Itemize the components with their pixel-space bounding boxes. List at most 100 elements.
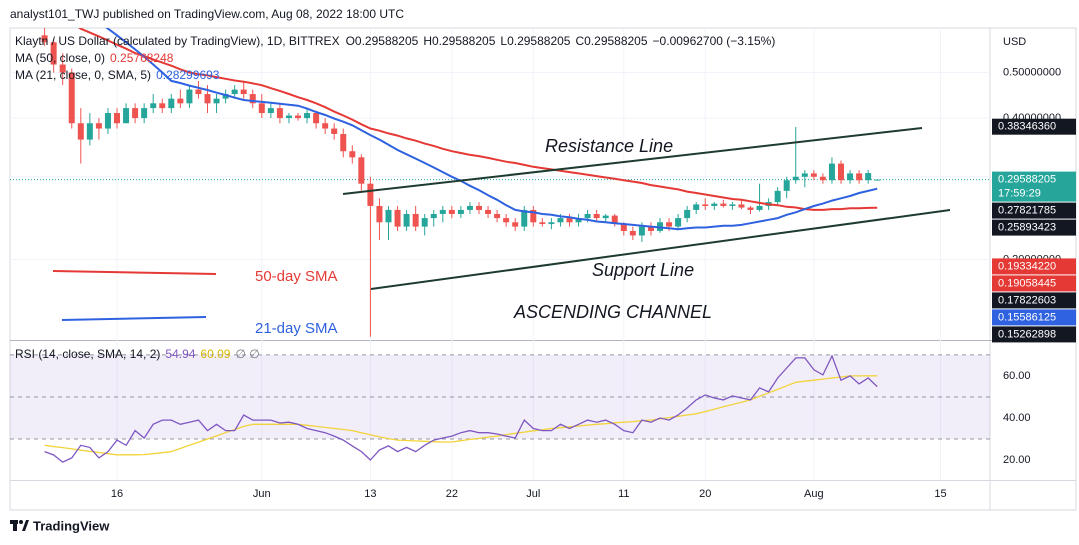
sma21-sample: [61, 316, 207, 321]
candle-body: [222, 94, 229, 99]
price-label-box: [992, 171, 1076, 202]
candle-body: [819, 176, 826, 181]
candle-body: [584, 213, 591, 219]
ma50-legend: MA (50, close, 0) 0.25768248: [15, 51, 174, 65]
publisher: analyst101_TWJ published on TradingView.…: [10, 7, 404, 21]
price-label-box: [992, 258, 1076, 275]
candle-body: [267, 108, 274, 114]
candle-body: [847, 173, 854, 181]
candle-body: [566, 218, 573, 223]
candle-body: [114, 113, 120, 124]
candle-body: [485, 209, 492, 214]
x-tick-label: 11: [618, 488, 629, 500]
rsi-tick-label: 20.00: [1003, 454, 1031, 466]
x-tick-label: Aug: [804, 488, 824, 500]
candle-body: [249, 94, 256, 104]
candle-body: [123, 108, 130, 124]
price-label: 0.27821785: [998, 205, 1056, 217]
ma21-legend: MA (21, close, 0, SMA, 5) 0.28299693: [15, 68, 220, 82]
candle-body: [620, 224, 627, 231]
support-line: [370, 209, 951, 290]
candle-body: [403, 213, 410, 227]
price-label: 0.25893423: [998, 222, 1056, 234]
candle-body: [557, 218, 564, 223]
price-label-box: [992, 202, 1076, 219]
rsi-legend: RSI (14, close, SMA, 14, 2) 54.94 60.09 ∅ ∅: [15, 347, 260, 361]
candle-body: [304, 113, 311, 119]
price-legend: Klaytn / US Dollar (calculated by Tradin…: [15, 34, 775, 48]
ma-line: [78, 28, 878, 211]
rsi-line: [44, 354, 878, 463]
x-tick-label: 13: [364, 488, 376, 500]
candle-body: [313, 113, 320, 124]
candle-body: [195, 89, 202, 95]
candle-body: [774, 190, 781, 203]
candle-body: [295, 115, 301, 119]
candle-body: [68, 72, 75, 124]
rsi-tick-label: 60.00: [1003, 370, 1031, 382]
candle-body: [376, 205, 383, 223]
annotation: Support Line: [592, 260, 694, 280]
candle-body: [385, 209, 392, 223]
candle-body: [95, 123, 102, 129]
candle-body: [159, 103, 166, 109]
ohlc-change: −0.00962700 (−3.15%): [653, 34, 776, 48]
candle-body: [276, 108, 283, 119]
price-label-box: [992, 309, 1076, 326]
candle-body: [457, 209, 464, 214]
candle-body: [213, 98, 220, 104]
legend-value: 60.09: [200, 347, 230, 361]
candle-body: [874, 179, 881, 181]
x-tick-label: 20: [699, 488, 711, 500]
price-label-box: [992, 292, 1076, 309]
candle-body: [394, 209, 401, 227]
price-label: 0.19334220: [998, 260, 1056, 272]
annotation: 21-day SMA: [255, 320, 338, 337]
x-tick-label: Jun: [253, 488, 271, 500]
logo-part: [13, 524, 17, 531]
price-label: 0.29588205: [998, 174, 1056, 186]
candle-body: [539, 222, 546, 225]
ohlc-open: O0.29588205: [346, 34, 419, 48]
candle-body: [865, 173, 872, 181]
legend-value: 54.94: [165, 347, 195, 361]
candle-body: [521, 209, 528, 227]
candle-body: [421, 218, 428, 227]
candle-body: [59, 64, 66, 73]
candle-body: [466, 205, 473, 210]
candle-body: [792, 176, 799, 181]
sma50-sample: [52, 270, 217, 275]
price-label-box: [992, 219, 1076, 236]
candle-body: [322, 123, 329, 129]
candle-body: [168, 98, 175, 109]
candle-body: [412, 213, 419, 227]
candle-body: [738, 204, 745, 208]
candle-body: [132, 108, 139, 119]
candle-body: [285, 115, 292, 119]
rsi-tick-label: 40.00: [1003, 412, 1031, 424]
legend-value: 0.25768248: [110, 51, 174, 65]
candle-body: [838, 163, 844, 181]
candle-body: [86, 123, 93, 140]
candle-body: [702, 204, 709, 206]
candle-body: [50, 42, 57, 65]
price-label: 0.17822603: [998, 294, 1056, 306]
brand-name: TradingView: [33, 518, 110, 533]
candle-body: [439, 209, 446, 214]
candle-body: [684, 209, 691, 219]
candle-body: [331, 128, 338, 134]
candle-body: [77, 123, 84, 140]
candle-body: [476, 205, 482, 210]
candle-body: [693, 204, 700, 210]
price-label-box: [992, 275, 1076, 292]
price-label-box: [992, 118, 1076, 135]
candle-body: [593, 213, 600, 219]
candle-body: [448, 209, 455, 214]
y-tick-label: 0.50000000: [1003, 66, 1061, 78]
candle-body: [711, 203, 718, 206]
candle-body: [638, 226, 645, 236]
candle-body: [177, 98, 184, 104]
countdown: 17:59:29: [998, 188, 1041, 200]
legend-value: 0.28299693: [156, 68, 220, 82]
